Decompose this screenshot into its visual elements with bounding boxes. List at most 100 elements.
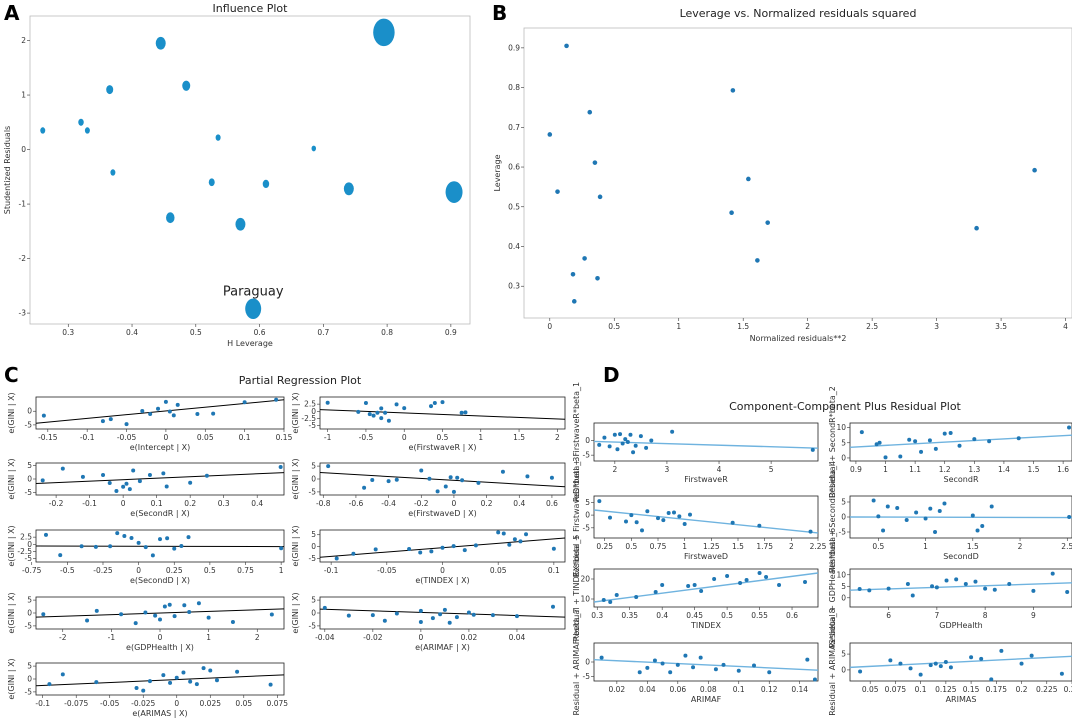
panel-c-subplot-5-x-tick-label: 0.75 [237, 566, 254, 575]
panel-c-point [438, 612, 443, 617]
panel-c-point [60, 672, 65, 677]
panel-b-x-tick-label: 2.5 [866, 322, 878, 331]
panel-c-point [442, 607, 447, 612]
panel-d-point [656, 516, 660, 521]
panel-d-subplot-5-x-axis-label: TINDEX [690, 621, 721, 630]
panel-d-point [623, 437, 628, 442]
panel-d-point [721, 662, 726, 667]
panel-c-point [94, 608, 99, 613]
panel-b-y-tick-label: 0.9 [508, 43, 520, 52]
panel-d-subplot-2-x-tick-label: 1.6 [1057, 465, 1069, 474]
panel-c-point [115, 531, 120, 536]
panel-a-bubble [373, 18, 395, 47]
panel-c-point [235, 669, 240, 674]
panel-d-subplot-7: 0.02 0.04 0.06 0.08 0.1 0.12 0.14 -5 0 ARIMAF Resi… [572, 608, 819, 716]
panel-c-point [370, 478, 375, 483]
panel-d-point [1019, 661, 1024, 666]
panel-d-point [876, 514, 881, 519]
panel-d-point [668, 670, 673, 675]
panel-d-point [672, 510, 676, 515]
panel-d-point [620, 441, 625, 446]
panel-c-subplot-7-y-tick-label: 0 [27, 609, 32, 618]
panel-c-subplot-2-x-tick-label: -0.5 [359, 433, 374, 442]
panel-d-point [608, 600, 613, 604]
panel-d-point [948, 665, 953, 670]
panel-d-subplot-7-x-tick-label: 0.04 [639, 685, 656, 694]
panel-c-point [501, 531, 506, 536]
panel-c-point [172, 546, 177, 551]
panel-d-point [1050, 571, 1055, 576]
panel-d-subplot-6-y-tick-label: 0 [841, 593, 846, 602]
panel-c-subplot-7-x-tick-label: 1 [206, 633, 211, 642]
panel-c-partial-regression: Partial Regression Plot-0.15 -0.1 -0.05 0 0.… [7, 374, 566, 718]
panel-c-fit-line [35, 608, 285, 618]
panel-c-subplot-3-x-tick-label: -0.2 [49, 499, 64, 508]
panel-d-point [597, 442, 602, 447]
panel-c-point [514, 614, 519, 619]
panel-c-point [512, 537, 517, 542]
panel-c-subplot-2: -1 -0.5 0 0.5 1 1.5 2-5-2.502.5e(FirstwaveR | … [291, 392, 566, 452]
panel-c-subplot-1-x-tick-label: 0.05 [197, 433, 214, 442]
panel-c-subplot-6-y-axis-label: e(GINI | X) [291, 525, 300, 566]
panel-d-subplot-6-x-tick-label: 8 [983, 611, 988, 620]
panel-c-subplot-8-x-tick-label: 0.02 [461, 633, 478, 642]
panel-c-point [473, 543, 478, 548]
panel-d-point [907, 437, 912, 442]
panel-d-point [858, 669, 863, 674]
panel-c-point [443, 484, 448, 489]
panel-d-point [810, 447, 815, 452]
panel-d-point [644, 445, 649, 450]
panel-d-point [1029, 653, 1034, 658]
panel-a-influence-plot: 0.3 0.4 0.5 0.6 0.7 0.8 0.9 -3 -2 -1 0 1 2 H Leverage… [3, 2, 471, 348]
panel-c-point [463, 410, 468, 415]
panel-c-point [79, 544, 84, 549]
panel-d-point [688, 512, 692, 517]
panel-c-point [195, 411, 200, 416]
panel-d-subplot-2-x-tick-label: 1 [883, 465, 888, 474]
panel-c-point [334, 556, 339, 561]
panel-a-bubble [166, 212, 175, 224]
panel-d-subplot-7-y-axis-label: Residual + ARIMAF*beta_7 [572, 608, 581, 715]
panel-d-point [898, 454, 903, 459]
panel-d-point [638, 434, 643, 439]
panel-c-subplot-8-x-tick-label: 0.04 [509, 633, 526, 642]
panel-b-y-axis-label: Leverage [493, 154, 502, 191]
panel-c-subplot-4-y-tick-label: 5 [311, 462, 316, 471]
panel-c-subplot-9: -0.1 -0.075 -0.05 -0.025 0 0.025 0.05 0.075 -5 0 5… [7, 658, 288, 718]
panel-c-point [356, 409, 361, 414]
panel-a-bubble [110, 169, 116, 176]
panel-c-subplot-9-x-axis-label: e(ARIMAS | X) [132, 709, 187, 718]
panel-d-point [730, 520, 735, 525]
panel-d-point [895, 506, 900, 510]
panel-d-point [1067, 425, 1072, 430]
panel-c-point [43, 532, 48, 537]
panel-d-subplot-2-x-tick-label: 1.2 [939, 465, 951, 474]
panel-d-point [972, 437, 977, 442]
panel-d-point [757, 523, 762, 528]
panel-d-subplot-6-y-tick-label: 5 [841, 582, 846, 591]
panel-d-point [933, 661, 938, 666]
panel-b-y-tick-label: 0.7 [508, 123, 520, 132]
panel-d-subplot-1-x-tick-label: 5 [769, 465, 774, 474]
panel-d-point [883, 455, 888, 460]
panel-c-subplot-8-y-tick-label: -5 [309, 621, 317, 630]
panel-d-point [597, 499, 602, 504]
panel-c-fit-line [35, 545, 285, 548]
panel-b-point [570, 272, 576, 277]
panel-d-subplot-3-x-axis-label: FirstwaveD [684, 552, 728, 561]
panel-c-point [370, 613, 375, 618]
panel-c-point [137, 479, 142, 484]
panel-d-point [910, 593, 915, 598]
panel-d-subplot-8-x-tick-label: 0.175 [986, 685, 1008, 694]
panel-d-subplot-8-x-tick-label: 0.2 [1016, 685, 1028, 694]
panel-d-subplot-2-x-tick-label: 1.1 [909, 465, 921, 474]
panel-c-point [429, 549, 434, 554]
panel-d-point [927, 438, 932, 443]
panel-d-point [975, 528, 980, 533]
panel-c-subplot-7-x-tick-label: -1 [108, 633, 116, 642]
panel-c-subplot-6-x-tick-label: 0.1 [548, 566, 560, 575]
panel-a-x-tick-label: 0.5 [190, 328, 202, 337]
panel-a-bubble [245, 298, 262, 319]
panel-d-subplot-5-x-tick-label: 0.55 [751, 611, 768, 620]
panel-c-subplot-2-x-tick-label: 0.5 [437, 433, 449, 442]
